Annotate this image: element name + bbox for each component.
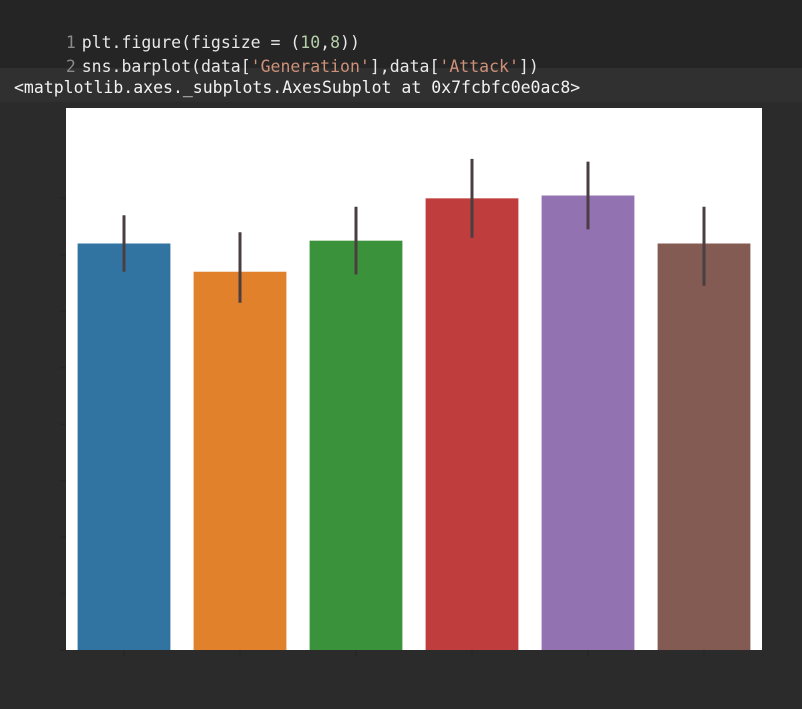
code-number: 8 [330, 33, 341, 52]
plot-background [66, 108, 762, 650]
code-text: sns.barplot(data[ [81, 57, 251, 76]
bar-chart [60, 108, 762, 656]
line-number: 1 [65, 33, 76, 52]
code-number: 10 [300, 33, 321, 52]
code-text: , [320, 33, 331, 52]
code-text: ],data[ [369, 57, 440, 76]
bar-gen-2 [193, 271, 287, 650]
bar-gen-5 [541, 195, 635, 650]
bar-gen-1 [77, 243, 171, 650]
bar-gen-3 [309, 240, 403, 651]
bar-gen-6 [657, 243, 751, 650]
code-line-2: 2 sns.barplot(data['Generation'],data['At… [0, 31, 539, 76]
code-cell[interactable]: 1 plt.figure(figsize = (10,8)) 2 sns.barpl… [0, 0, 802, 76]
bar-gen-4 [425, 198, 519, 650]
code-string: 'Generation' [250, 57, 370, 76]
code-line-1: 1 plt.figure(figsize = (10,8)) [0, 7, 360, 52]
code-string: 'Attack' [439, 57, 519, 76]
code-text: )) [340, 33, 360, 52]
line-number: 2 [65, 57, 76, 76]
code-text: ]) [518, 57, 539, 76]
code-text: plt.figure(figsize = ( [81, 33, 301, 52]
plot-output [0, 102, 802, 709]
output-repr: <matplotlib.axes._subplots.AxesSubplot a… [14, 78, 581, 97]
